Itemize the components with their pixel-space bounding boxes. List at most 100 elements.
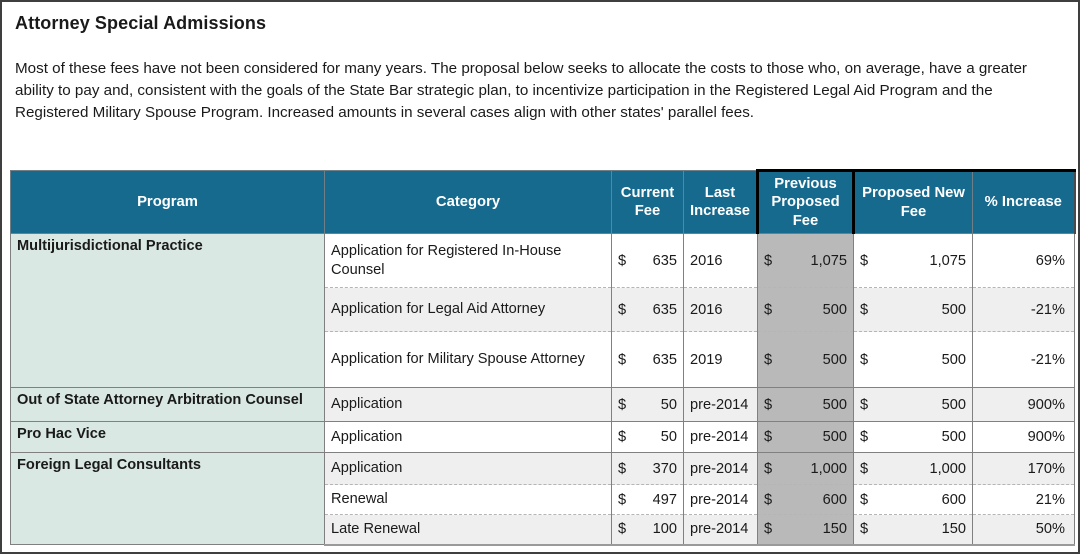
amount: 600 xyxy=(822,491,847,508)
column-header-category: Category xyxy=(324,170,612,234)
currency-symbol: $ xyxy=(764,252,773,269)
table-row: Application for Military Spouse Attorney… xyxy=(11,331,1075,388)
amount: 500 xyxy=(941,429,966,445)
last-increase-cell: pre-2014 xyxy=(683,452,758,485)
percent-increase-cell: 50% xyxy=(972,514,1075,546)
current-fee-cell: $100 xyxy=(611,514,684,546)
amount: 500 xyxy=(941,396,966,413)
currency-symbol: $ xyxy=(618,460,627,477)
percent-increase-cell: 69% xyxy=(972,233,1075,288)
currency-symbol: $ xyxy=(764,491,773,508)
last-increase-cell: pre-2014 xyxy=(683,484,758,515)
currency-symbol: $ xyxy=(860,301,869,318)
current-fee-cell: $370 xyxy=(611,452,684,485)
currency-symbol: $ xyxy=(860,429,869,445)
current-fee-cell: $635 xyxy=(611,331,684,388)
category-cell: Application xyxy=(324,387,612,422)
percent-increase-cell: 900% xyxy=(972,421,1075,453)
amount: 500 xyxy=(941,301,966,318)
current-fee-cell: $50 xyxy=(611,387,684,422)
previous-proposed-fee-cell: $1,000 xyxy=(757,452,854,485)
proposed-new-fee-cell: $1,075 xyxy=(853,233,973,288)
amount: 500 xyxy=(822,429,847,445)
proposed-new-fee-cell: $600 xyxy=(853,484,973,515)
program-cell: Pro Hac Vice xyxy=(10,421,325,453)
previous-proposed-fee-cell: $500 xyxy=(757,421,854,453)
amount: 50 xyxy=(660,429,677,445)
currency-symbol: $ xyxy=(618,351,627,368)
currency-symbol: $ xyxy=(860,351,869,368)
fees-table: Program Category Current Fee Last Increa… xyxy=(10,169,1076,546)
percent-increase-cell: -21% xyxy=(972,287,1075,332)
amount: 150 xyxy=(941,521,966,538)
intro-paragraph: Most of these fees have not been conside… xyxy=(15,60,1027,121)
previous-proposed-fee-cell: $500 xyxy=(757,387,854,422)
proposed-new-fee-cell: $150 xyxy=(853,514,973,546)
previous-proposed-fee-cell: $1,075 xyxy=(757,233,854,288)
percent-increase-cell: -21% xyxy=(972,331,1075,388)
category-cell: Renewal xyxy=(324,484,612,515)
percent-increase-cell: 170% xyxy=(972,452,1075,485)
category-cell: Application xyxy=(324,421,612,453)
amount: 635 xyxy=(652,252,677,269)
currency-symbol: $ xyxy=(618,429,627,445)
amount: 1,075 xyxy=(810,252,847,269)
last-increase-cell: 2019 xyxy=(683,331,758,388)
last-increase-cell: pre-2014 xyxy=(683,421,758,453)
previous-proposed-fee-cell: $150 xyxy=(757,514,854,546)
amount: 500 xyxy=(822,351,847,368)
category-cell: Application for Military Spouse Attorney xyxy=(324,331,612,388)
current-fee-cell: $497 xyxy=(611,484,684,515)
currency-symbol: $ xyxy=(618,521,627,538)
currency-symbol: $ xyxy=(764,521,773,538)
currency-symbol: $ xyxy=(860,252,869,269)
amount: 500 xyxy=(941,351,966,368)
program-cell: Multijurisdictional Practice xyxy=(10,233,325,388)
amount: 500 xyxy=(822,396,847,413)
currency-symbol: $ xyxy=(764,351,773,368)
column-header-last-increase: Last Increase xyxy=(683,170,758,234)
category-cell: Late Renewal xyxy=(324,514,612,546)
proposed-new-fee-cell: $1,000 xyxy=(853,452,973,485)
previous-proposed-fee-cell: $500 xyxy=(757,331,854,388)
currency-symbol: $ xyxy=(764,396,773,413)
currency-symbol: $ xyxy=(860,396,869,413)
category-cell: Application for Registered In-House Coun… xyxy=(324,233,612,288)
amount: 600 xyxy=(941,491,966,508)
table-row: Late Renewal $100 pre-2014 $150 $150 50% xyxy=(11,514,1075,546)
column-header-previous-proposed-fee: Previous Proposed Fee xyxy=(756,169,855,234)
header-row: Program Category Current Fee Last Increa… xyxy=(10,169,1076,234)
program-cell: Out of State Attorney Arbitration Counse… xyxy=(10,387,325,422)
proposed-new-fee-cell: $500 xyxy=(853,387,973,422)
currency-symbol: $ xyxy=(860,521,869,538)
amount: 635 xyxy=(652,351,677,368)
fees-table-body: Multijurisdictional Practice Application … xyxy=(10,233,1075,546)
last-increase-cell: 2016 xyxy=(683,233,758,288)
category-cell: Application xyxy=(324,452,612,485)
currency-symbol: $ xyxy=(618,396,627,413)
amount: 1,000 xyxy=(929,460,966,477)
program-cell: Foreign Legal Consultants xyxy=(10,452,325,545)
amount: 497 xyxy=(652,491,677,508)
current-fee-cell: $635 xyxy=(611,287,684,332)
table-row: Application for Legal Aid Attorney $635 20… xyxy=(11,287,1075,332)
table-row: Out of State Attorney Arbitration Counse… xyxy=(10,387,1075,422)
table-row: Pro Hac Vice Application $50 pre-2014 $500 $5… xyxy=(10,421,1075,453)
currency-symbol: $ xyxy=(860,491,869,508)
last-increase-cell: 2016 xyxy=(683,287,758,332)
column-header-current-fee: Current Fee xyxy=(611,170,684,234)
percent-increase-cell: 900% xyxy=(972,387,1075,422)
table-row: Foreign Legal Consultants Application $370… xyxy=(10,452,1075,545)
table-row: Multijurisdictional Practice Application … xyxy=(10,233,1075,388)
amount: 150 xyxy=(822,521,847,538)
proposed-new-fee-cell: $500 xyxy=(853,331,973,388)
last-increase-cell: pre-2014 xyxy=(683,387,758,422)
page-title: Attorney Special Admissions xyxy=(15,13,267,33)
column-header-program: Program xyxy=(10,170,325,234)
category-cell: Application for Legal Aid Attorney xyxy=(324,287,612,332)
amount: 635 xyxy=(652,301,677,318)
currency-symbol: $ xyxy=(764,429,773,445)
amount: 1,000 xyxy=(810,460,847,477)
current-fee-cell: $50 xyxy=(611,421,684,453)
